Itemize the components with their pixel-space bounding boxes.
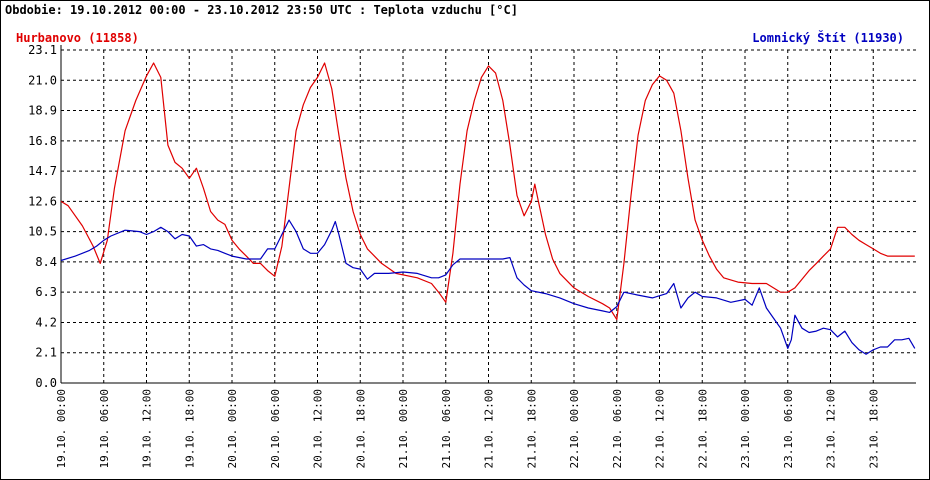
axes: [60, 45, 916, 384]
y-tick-label: 8.4: [35, 255, 57, 269]
x-tick-label: 22.10. 00:00: [568, 389, 581, 468]
x-tick-label: 22.10. 06:00: [611, 389, 624, 468]
x-tick-label: 21.10. 18:00: [525, 389, 538, 468]
x-axis-ticks: 19.10. 00:00 19.10. 06:00 19.10. 12:00 19.1…: [55, 389, 880, 468]
y-axis-ticks: 0.0 2.1 4.2 6.3 8.4 10.5 12.6 14.7 16.8 18.9 21.0 2…: [28, 43, 57, 390]
x-tick-label: 20.10. 06:00: [269, 389, 282, 468]
x-tick-label: 19.10. 12:00: [141, 389, 154, 468]
y-tick-label: 4.2: [35, 315, 57, 329]
x-tick-label: 22.10. 12:00: [654, 389, 667, 468]
x-tick-label: 22.10. 18:00: [696, 389, 709, 468]
x-tick-label: 19.10. 18:00: [183, 389, 196, 468]
y-tick-label: 23.1: [28, 43, 57, 57]
x-tick-label: 20.10. 18:00: [354, 389, 367, 468]
x-tick-label: 20.10. 00:00: [226, 389, 239, 468]
x-tick-label: 21.10. 00:00: [397, 389, 410, 468]
y-tick-label: 6.3: [35, 285, 57, 299]
y-tick-label: 21.0: [28, 73, 57, 87]
legend-lomnicky-stit: Lomnický Štít (11930): [752, 31, 904, 45]
y-tick-label: 0.0: [35, 376, 57, 390]
x-tick-label: 21.10. 06:00: [440, 389, 453, 468]
x-tick-label: 20.10. 12:00: [312, 389, 325, 468]
y-tick-label: 10.5: [28, 225, 57, 239]
y-tick-label: 14.7: [28, 164, 57, 178]
x-tick-label: 19.10. 06:00: [98, 389, 111, 468]
x-tick-label: 23.10. 12:00: [825, 389, 838, 468]
y-tick-label: 12.6: [28, 194, 57, 208]
x-tick-label: 21.10. 12:00: [483, 389, 496, 468]
x-tick-label: 23.10. 00:00: [739, 389, 752, 468]
x-tick-label: 23.10. 06:00: [782, 389, 795, 468]
y-tick-label: 16.8: [28, 134, 57, 148]
y-tick-label: 2.1: [35, 346, 57, 360]
x-tick-label: 19.10. 00:00: [55, 389, 68, 468]
chart-title: Obdobie: 19.10.2012 00:00 - 23.10.2012 2…: [5, 3, 518, 17]
series-line-1: [60, 219, 916, 355]
series-line-0: [60, 62, 915, 321]
grid: [61, 49, 916, 383]
x-tick-label: 23.10. 18:00: [867, 389, 880, 468]
y-tick-label: 18.9: [28, 104, 57, 118]
series-lines: [60, 62, 916, 355]
legend-hurbanovo: Hurbanovo (11858): [16, 31, 139, 45]
